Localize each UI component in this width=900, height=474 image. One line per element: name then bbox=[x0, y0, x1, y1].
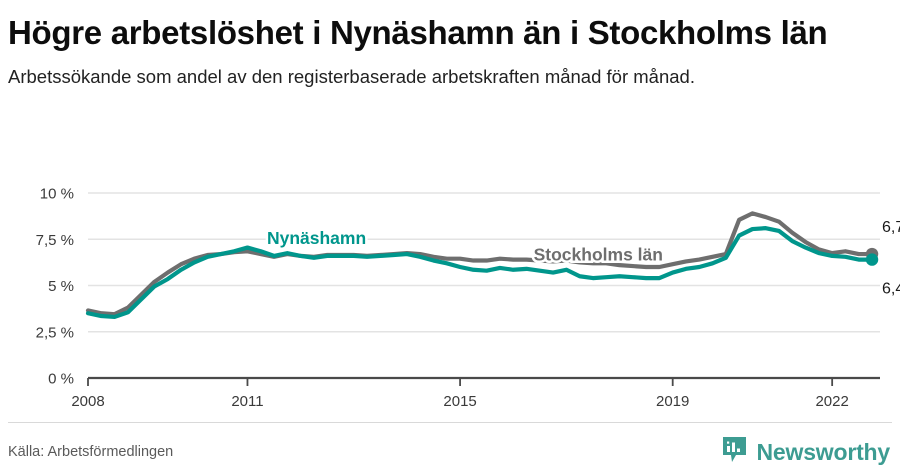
y-axis-labels-group: 0 % 2,5 % 5 % 7,5 % 10 % bbox=[36, 186, 74, 388]
chart-plot-area: 0 % 2,5 % 5 % 7,5 % 10 % 2008 2011 2015 2019 202… bbox=[0, 175, 900, 420]
chart-subtitle: Arbetssökande som andel av den registerb… bbox=[8, 65, 695, 87]
chart-header: Högre arbetslöshet i Nynäshamn än i Stoc… bbox=[0, 0, 900, 90]
gridlines-group bbox=[88, 192, 880, 380]
y-axis-tick-label: 0 % bbox=[48, 371, 74, 388]
y-axis-tick-label: 5 % bbox=[48, 278, 74, 295]
data-series-group bbox=[85, 211, 879, 320]
chart-footer: Källa: Arbetsförmedlingen Newsworthy bbox=[0, 420, 900, 474]
svg-text:Nynäshamn: Nynäshamn bbox=[267, 228, 366, 248]
line-chart-svg: 0 % 2,5 % 5 % 7,5 % 10 % 2008 2011 2015 2019 202… bbox=[36, 186, 900, 411]
end-value-labels-group: 6,7 % 6,4 % bbox=[882, 219, 900, 298]
y-axis-tick-label: 7,5 % bbox=[36, 232, 74, 249]
x-axis-tick-label: 2015 bbox=[443, 393, 476, 410]
x-axis-labels-group: 2008 2011 2015 2019 2022 bbox=[71, 378, 849, 410]
y-axis-tick-label: 10 % bbox=[40, 186, 74, 203]
end-value-label: 6,4 % bbox=[882, 281, 900, 298]
x-axis-tick-label: 2011 bbox=[231, 393, 263, 410]
page-title: Högre arbetslöshet i Nynäshamn än i Stoc… bbox=[8, 14, 828, 51]
y-axis-tick-label: 2,5 % bbox=[36, 324, 74, 341]
series-line bbox=[85, 226, 875, 320]
bar-chart-bubble-icon bbox=[721, 436, 748, 469]
brand-name: Newsworthy bbox=[756, 439, 891, 465]
svg-text:Stockholms län: Stockholms län bbox=[534, 245, 663, 265]
series-label: Stockholms län bbox=[531, 242, 665, 267]
x-axis-tick-label: 2019 bbox=[656, 393, 689, 410]
series-end-marker bbox=[865, 253, 879, 266]
end-value-label: 6,7 % bbox=[882, 219, 900, 236]
series-labels-group: Nynäshamn Stockholms län bbox=[264, 225, 665, 267]
brand-logo: Newsworthy bbox=[721, 436, 890, 469]
x-axis-tick-label: 2022 bbox=[815, 393, 848, 410]
footer-divider bbox=[8, 422, 892, 423]
x-axis-tick-label: 2008 bbox=[71, 393, 104, 410]
series-label: Nynäshamn bbox=[264, 225, 368, 250]
source-note: Källa: Arbetsförmedlingen bbox=[8, 444, 174, 460]
